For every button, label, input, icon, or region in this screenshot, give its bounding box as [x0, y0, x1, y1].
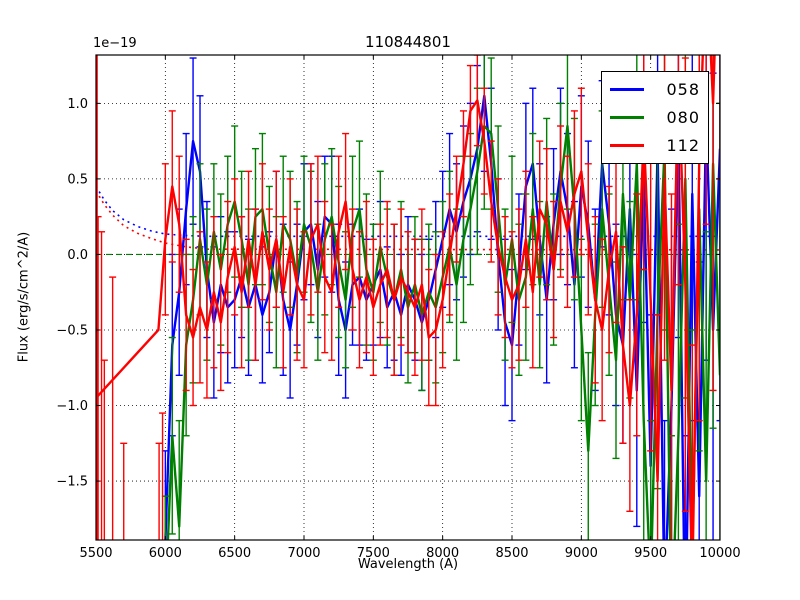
legend: 058 080 112 — [601, 71, 709, 164]
legend-item-112: 112 — [610, 136, 700, 155]
svg-text:0.5: 0.5 — [67, 172, 88, 187]
axes-frame — [95, 54, 721, 541]
svg-text:8000: 8000 — [426, 546, 459, 561]
svg-text:−1.0: −1.0 — [56, 399, 88, 414]
legend-line-icon — [610, 87, 644, 91]
y-axis-offset-label: 1e−19 — [93, 36, 137, 51]
legend-line-icon — [610, 115, 644, 119]
legend-item-058: 058 — [610, 80, 700, 99]
series-112 — [96, 55, 720, 540]
data-layer — [96, 55, 720, 540]
svg-text:0.0: 0.0 — [67, 248, 88, 263]
svg-text:9000: 9000 — [565, 546, 598, 561]
legend-label: 112 — [666, 136, 700, 156]
legend-item-080: 080 — [610, 108, 700, 127]
y-axis-label: Flux (erg/s/cm^2/A) — [16, 231, 32, 363]
svg-text:9500: 9500 — [634, 546, 667, 561]
058-model-curve — [96, 186, 720, 238]
svg-text:6000: 6000 — [149, 546, 182, 561]
svg-text:−1.5: −1.5 — [56, 475, 88, 490]
svg-text:6500: 6500 — [218, 546, 251, 561]
legend-line-icon — [610, 144, 644, 148]
svg-text:5500: 5500 — [79, 546, 112, 561]
112-model-curve — [96, 190, 720, 251]
tick-labels: 5500 6000 6500 7000 7500 8000 8500 9000 9500 1000… — [56, 97, 740, 561]
svg-text:10000: 10000 — [699, 546, 740, 561]
svg-text:8500: 8500 — [495, 546, 528, 561]
legend-label: 080 — [666, 107, 700, 127]
legend-label: 058 — [666, 79, 700, 99]
svg-text:−0.5: −0.5 — [56, 323, 88, 338]
svg-text:7000: 7000 — [287, 546, 320, 561]
svg-text:7500: 7500 — [357, 546, 390, 561]
plot-title: 110844801 — [365, 33, 451, 51]
ticks — [95, 55, 721, 540]
svg-text:1.0: 1.0 — [67, 97, 88, 112]
x-axis-label: Wavelength (A) — [357, 557, 459, 572]
